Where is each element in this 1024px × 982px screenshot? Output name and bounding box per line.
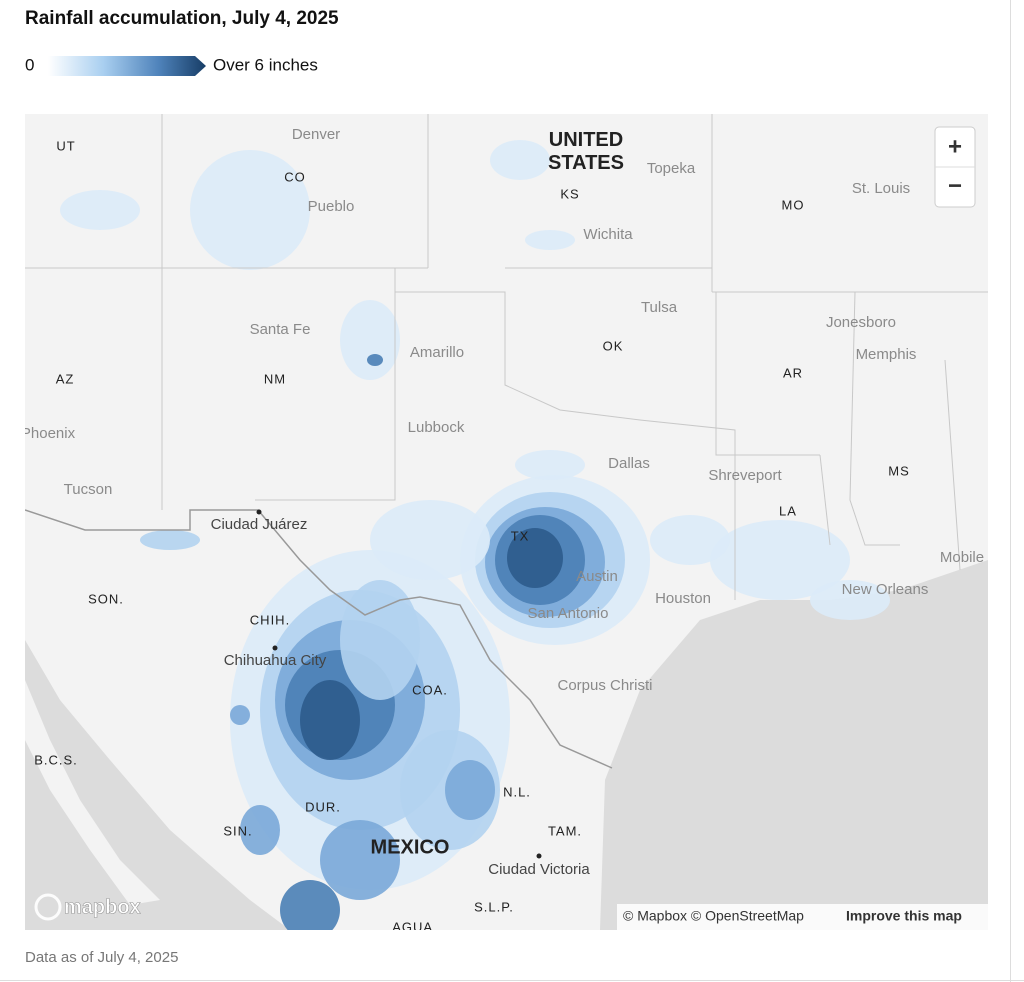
place-label: Mobile bbox=[940, 549, 984, 566]
legend-min: 0 bbox=[25, 55, 34, 74]
attribution[interactable]: © Mapbox © OpenStreetMap bbox=[623, 908, 804, 924]
region-label: COA. bbox=[412, 682, 448, 697]
region-label: OK bbox=[603, 338, 624, 353]
place-label: Topeka bbox=[647, 160, 696, 177]
rain-area bbox=[280, 880, 340, 930]
place-label: Dallas bbox=[608, 455, 650, 472]
frame-edge bbox=[0, 980, 1024, 981]
legend-gradient bbox=[48, 56, 206, 76]
region-label: SIN. bbox=[223, 823, 252, 838]
rain-area bbox=[445, 760, 495, 820]
region-label: KS bbox=[560, 186, 579, 201]
city-dot bbox=[256, 509, 262, 515]
place-label: Denver bbox=[292, 126, 340, 143]
baja bbox=[25, 680, 160, 905]
rain-area bbox=[190, 150, 310, 270]
region-label: S.L.P. bbox=[474, 899, 514, 914]
rain-area bbox=[340, 300, 400, 380]
attribution-box bbox=[617, 904, 988, 930]
region-label: DUR. bbox=[305, 799, 341, 814]
borders bbox=[25, 114, 988, 600]
rain-area bbox=[515, 450, 585, 480]
rain-area bbox=[810, 580, 890, 620]
place-label: Phoenix bbox=[21, 425, 76, 442]
place-label: Pueblo bbox=[308, 198, 355, 215]
place-label: San Antonio bbox=[528, 605, 609, 622]
region-label: TAM. bbox=[548, 823, 582, 838]
region-label: B.C.S. bbox=[34, 752, 78, 767]
place-label: Austin bbox=[576, 568, 618, 585]
region-label: MS bbox=[888, 463, 910, 478]
rain-area bbox=[60, 190, 140, 230]
rain-area bbox=[650, 515, 730, 565]
region-label: SON. bbox=[88, 591, 124, 606]
label-line: STATES bbox=[548, 152, 624, 174]
place-label: Jonesboro bbox=[826, 314, 896, 331]
rain-area bbox=[340, 580, 420, 700]
place-label: Amarillo bbox=[410, 344, 464, 361]
region-label: MO bbox=[782, 197, 805, 212]
rain-area bbox=[507, 528, 563, 588]
place-label: Tulsa bbox=[641, 299, 678, 316]
region-label: AR bbox=[783, 365, 803, 380]
place-label: Wichita bbox=[583, 226, 633, 243]
city-dot bbox=[272, 645, 278, 651]
title: Rainfall accumulation, July 4, 2025 bbox=[25, 8, 339, 29]
zoom-out[interactable]: − bbox=[948, 172, 962, 199]
gulf bbox=[600, 560, 988, 930]
place-label: Santa Fe bbox=[250, 321, 311, 338]
logo-icon bbox=[34, 893, 62, 921]
place-label: Tucson bbox=[64, 481, 113, 498]
rain-area bbox=[367, 354, 383, 366]
place-label: Houston bbox=[655, 590, 711, 607]
label-line: UNITED bbox=[549, 129, 623, 151]
region-label: UT bbox=[56, 138, 75, 153]
pacific bbox=[25, 640, 290, 930]
place-label: New Orleans bbox=[842, 581, 929, 598]
region-label: CHIH. bbox=[250, 612, 290, 627]
rain bbox=[60, 140, 890, 930]
zoom-in[interactable]: + bbox=[948, 133, 962, 160]
place-label: St. Louis bbox=[852, 180, 910, 197]
rain-area bbox=[140, 530, 200, 550]
rain-area bbox=[490, 140, 550, 180]
place-label: Chihuahua City bbox=[224, 652, 327, 669]
improve-link[interactable]: Improve this map bbox=[846, 908, 962, 924]
region-label: AGUA. bbox=[392, 919, 437, 934]
legend-max: Over 6 inches bbox=[213, 55, 318, 74]
region-label: AZ bbox=[56, 371, 75, 386]
place-label: Corpus Christi bbox=[557, 677, 652, 694]
region-label: NM bbox=[264, 371, 286, 386]
rain-area bbox=[320, 820, 400, 900]
place-label: Lubbock bbox=[408, 419, 465, 436]
zoom-control: + − bbox=[934, 126, 976, 208]
place-label: UNITED STATES bbox=[548, 129, 624, 174]
region-label: N.L. bbox=[503, 784, 531, 799]
place-label: Memphis bbox=[856, 346, 917, 363]
region-label: LA bbox=[779, 503, 797, 518]
place-label: Shreveport bbox=[708, 467, 782, 484]
rain-area bbox=[300, 680, 360, 760]
rain-area bbox=[230, 705, 250, 725]
city-dot bbox=[536, 853, 542, 859]
rain-area bbox=[370, 500, 490, 580]
place-label: Ciudad Victoria bbox=[488, 861, 590, 878]
frame-edge bbox=[1010, 0, 1011, 982]
us-mexico-border bbox=[25, 509, 613, 769]
region-label: CO bbox=[284, 169, 306, 184]
place-label: Ciudad Juárez bbox=[211, 516, 308, 533]
region-label: TX bbox=[511, 528, 530, 543]
rain-area bbox=[240, 805, 280, 855]
place-label: MEXICO bbox=[371, 836, 450, 858]
rain-area bbox=[710, 520, 850, 600]
rain-area bbox=[525, 230, 575, 250]
footer-note: Data as of July 4, 2025 bbox=[25, 949, 178, 966]
logo[interactable]: mapbox bbox=[64, 896, 141, 919]
